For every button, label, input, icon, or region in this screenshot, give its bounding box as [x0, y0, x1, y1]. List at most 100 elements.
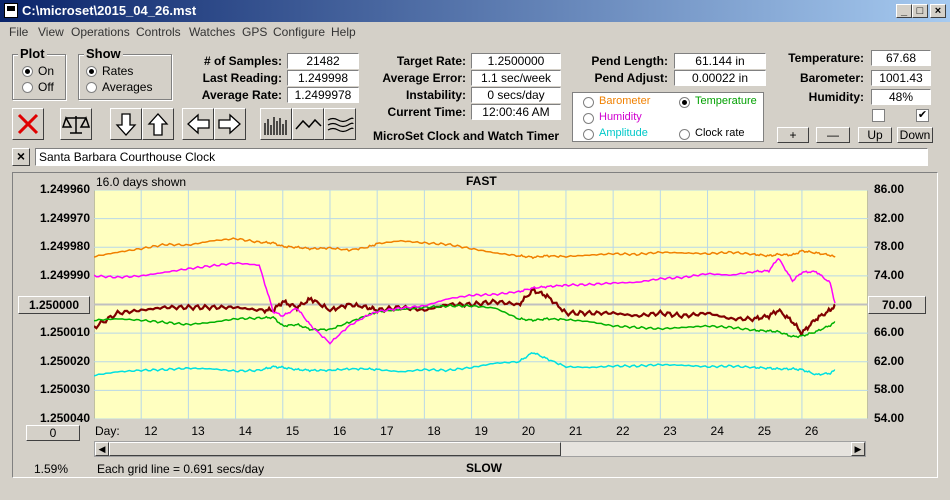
left-tick-label: 1.250020	[39, 353, 90, 368]
arrow-left-icon	[187, 113, 210, 135]
menu-operations[interactable]: Operations	[71, 25, 130, 39]
plot-group-title: Plot	[18, 46, 47, 61]
menu-configure[interactable]: Configure	[273, 25, 326, 39]
arrow-down-button[interactable]	[110, 108, 142, 140]
scale-plus-button[interactable]: +	[777, 127, 809, 143]
menu-view[interactable]: View	[38, 25, 64, 39]
x-tick-label: 14	[238, 424, 252, 438]
right-tick-label: 58.00	[874, 382, 905, 397]
multi-line-icon	[327, 117, 354, 133]
balance-scale-icon	[61, 116, 91, 134]
center-value-button[interactable]: 70.00	[868, 296, 926, 314]
x-tick-label: 15	[285, 424, 300, 438]
target-rate-label: Target Rate:	[396, 54, 466, 68]
average-error-label: Average Error:	[382, 71, 466, 85]
scroll-right-arrow-icon[interactable]: ▶	[851, 442, 865, 456]
chart-plot	[94, 190, 868, 419]
minimize-button[interactable]: _	[896, 4, 912, 18]
humidity-radio[interactable]	[583, 113, 594, 124]
pend-adjust-value: 0.00022 in	[674, 70, 766, 86]
series-rate-line	[94, 288, 836, 336]
plot-on-radio[interactable]	[22, 66, 33, 77]
show-rates-radio[interactable]	[86, 66, 97, 77]
series-temperature-line	[94, 303, 836, 339]
left-tick-label: 1.249980	[39, 239, 90, 254]
scroll-thumb[interactable]	[109, 442, 561, 456]
right-tick-label: 66.00	[874, 325, 905, 340]
barometer-value: 1001.43	[871, 70, 931, 86]
temperature-option: Temperature	[695, 95, 757, 107]
clock-name-field[interactable]: Santa Barbara Courthouse Clock	[35, 148, 928, 166]
plot-on-label: On	[38, 64, 55, 78]
last-reading-label: Last Reading:	[202, 71, 282, 85]
left-tick-label: 1.249970	[39, 210, 90, 225]
center-rate-button[interactable]: 1.250000	[18, 296, 90, 314]
checkbox-left[interactable]	[872, 109, 885, 122]
multi-line-button[interactable]	[324, 108, 356, 140]
x-tick-label: 23	[663, 424, 677, 438]
line-plot-button[interactable]	[292, 108, 324, 140]
average-error-value: 1.1 sec/week	[471, 70, 561, 86]
arrow-up-button[interactable]	[142, 108, 174, 140]
series-select-panel	[572, 92, 764, 142]
grid-note: Each grid line = 0.691 secs/day	[97, 462, 265, 476]
plot-off-radio[interactable]	[22, 82, 33, 93]
amplitude-radio[interactable]	[583, 129, 594, 140]
remove-clock-button[interactable]: ×	[12, 148, 30, 166]
right-tick-label: 78.00	[874, 239, 905, 254]
x-tick-label: 16	[332, 424, 347, 438]
menu-watches[interactable]: Watches	[189, 25, 236, 39]
arrow-left-button[interactable]	[182, 108, 214, 140]
right-tick-label: 74.00	[874, 267, 905, 282]
show-group	[78, 54, 172, 100]
checkbox-right[interactable]: ✔	[916, 109, 929, 122]
scroll-left-arrow-icon[interactable]: ◀	[95, 442, 109, 456]
amplitude-option: Amplitude	[599, 127, 648, 139]
series-humidity-line	[94, 257, 836, 345]
average-rate-value: 1.2499978	[287, 87, 359, 103]
clear-button[interactable]	[12, 108, 44, 140]
menu-file[interactable]: File	[9, 25, 29, 39]
clock-rate-radio[interactable]	[679, 129, 690, 140]
pend-length-value: 61.144 in	[674, 53, 766, 69]
menu-controls[interactable]: Controls	[136, 25, 181, 39]
percent-label: 1.59%	[34, 462, 69, 476]
left-offset-button[interactable]: 0	[26, 425, 80, 441]
x-tick-label: 12	[144, 424, 158, 438]
arrow-right-button[interactable]	[214, 108, 246, 140]
barometer-radio[interactable]	[583, 97, 594, 108]
instability-value: 0 secs/day	[471, 87, 561, 103]
left-tick-label: 1.250010	[39, 325, 90, 340]
humidity-value: 48%	[871, 89, 931, 105]
plot-off-label: Off	[38, 80, 54, 94]
menu-gps[interactable]: GPS	[242, 25, 268, 39]
right-tick-label: 86.00	[874, 182, 905, 196]
histogram-icon	[264, 117, 287, 135]
temperature-radio[interactable]	[679, 97, 690, 108]
histogram-button[interactable]	[260, 108, 292, 140]
scale-down-button[interactable]: Down	[897, 127, 933, 143]
scale-up-button[interactable]: Up	[858, 127, 892, 143]
target-rate-value: 1.2500000	[471, 53, 561, 69]
show-group-title: Show	[84, 46, 123, 61]
maximize-button[interactable]: □	[912, 4, 928, 18]
current-time-label: Current Time:	[387, 105, 466, 119]
x-tick-label: 13	[191, 424, 205, 438]
scale-minus-button[interactable]: —	[816, 127, 850, 143]
arrow-up-icon	[147, 113, 169, 136]
close-window-button[interactable]: ×	[930, 4, 946, 18]
barometer-option: Barometer	[599, 95, 651, 107]
x-tick-label: 24	[710, 424, 724, 438]
balance-button[interactable]	[60, 108, 92, 140]
barometer-label: Barometer:	[799, 71, 864, 85]
arrow-down-icon	[115, 113, 137, 136]
left-tick-label: 1.249990	[39, 267, 90, 282]
menu-help[interactable]: Help	[331, 25, 356, 39]
samples-label: # of Samples:	[203, 54, 282, 68]
app-caption: MicroSet Clock and Watch Timer	[373, 129, 560, 143]
show-rates-label: Rates	[102, 64, 134, 78]
line-plot-icon	[295, 118, 322, 130]
window-title: C:\microset\2015_04_26.mst	[22, 3, 197, 18]
show-averages-radio[interactable]	[86, 82, 97, 93]
x-tick-label: 25	[757, 424, 772, 438]
